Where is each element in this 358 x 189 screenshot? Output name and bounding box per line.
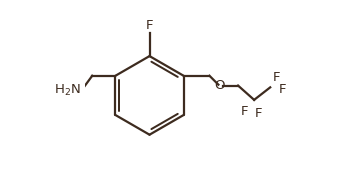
Text: O: O (214, 79, 224, 92)
Text: F: F (146, 19, 153, 32)
Text: F: F (273, 71, 280, 84)
Text: F: F (279, 83, 286, 96)
Text: H$_2$N: H$_2$N (54, 82, 81, 98)
Text: F: F (241, 105, 248, 118)
Text: F: F (255, 107, 262, 120)
